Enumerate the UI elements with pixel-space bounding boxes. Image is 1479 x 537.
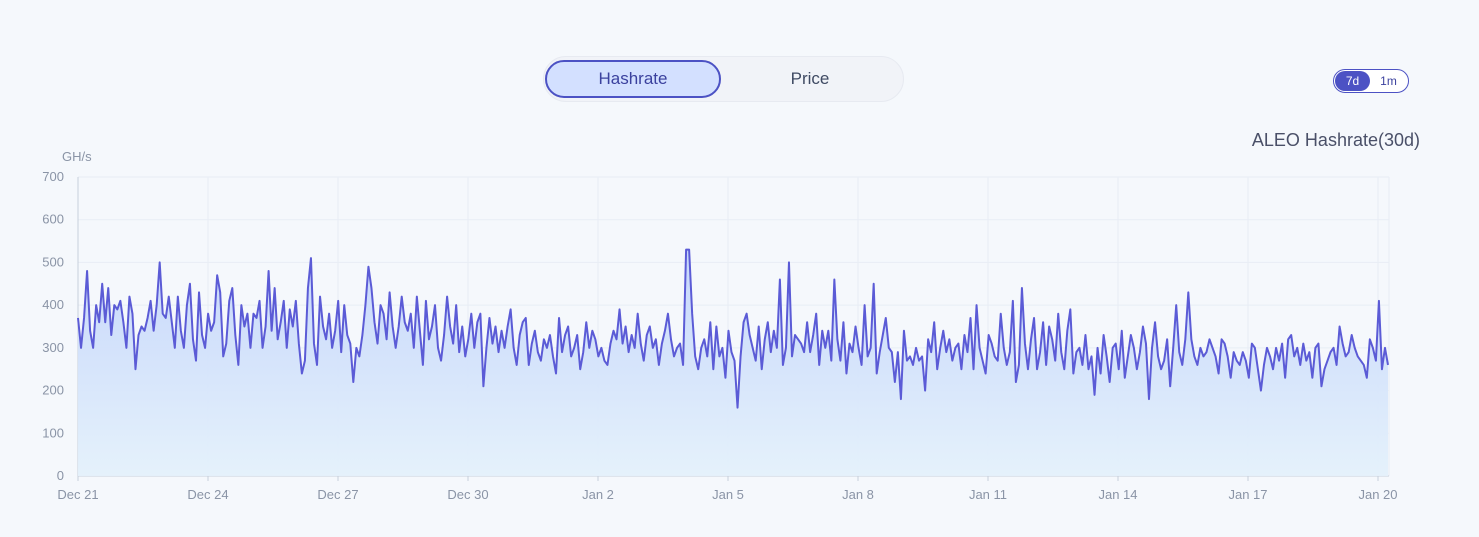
y-tick-label: 100 [42,425,64,440]
tab-price[interactable]: Price [790,69,830,88]
y-axis: 0 100 200 300 400 500 600 700 [42,169,64,483]
x-tick-label: Dec 27 [317,487,358,502]
series-area [78,249,1388,476]
x-tick-label: Dec 30 [447,487,488,502]
y-tick-label: 700 [42,169,64,184]
x-tick-label: Jan 2 [582,487,614,502]
x-tick-label: Jan 14 [1098,487,1137,502]
y-tick-label: 200 [42,383,64,398]
metric-tabs: Hashrate Price [543,56,904,102]
x-tick-label: Dec 24 [187,487,228,502]
y-tick-label: 500 [42,254,64,269]
x-tick-label: Jan 20 [1358,487,1397,502]
range-1m-button[interactable]: 1m [1380,74,1397,88]
x-axis: Dec 21 Dec 24 Dec 27 Dec 30 Jan 2 Jan 5 Jan 8 J… [57,487,1397,502]
y-tick-label: 300 [42,340,64,355]
x-tick-label: Jan 17 [1228,487,1267,502]
series-line [77,248,1389,409]
y-tick-label: 400 [42,297,64,312]
x-tick-label: Jan 5 [712,487,744,502]
range-toggle: 7d 1m [1333,69,1409,93]
x-tick-label: Jan 8 [842,487,874,502]
x-tick-label: Jan 11 [969,487,1007,502]
y-axis-label: GH/s [62,149,92,164]
chart-title: ALEO Hashrate(30d) [1251,130,1420,150]
y-tick-label: 600 [42,212,64,227]
range-7d-button[interactable]: 7d [1335,71,1370,91]
x-tick-label: Dec 21 [57,487,98,502]
y-tick-label: 0 [57,468,64,483]
tab-hashrate[interactable]: Hashrate [545,60,721,98]
